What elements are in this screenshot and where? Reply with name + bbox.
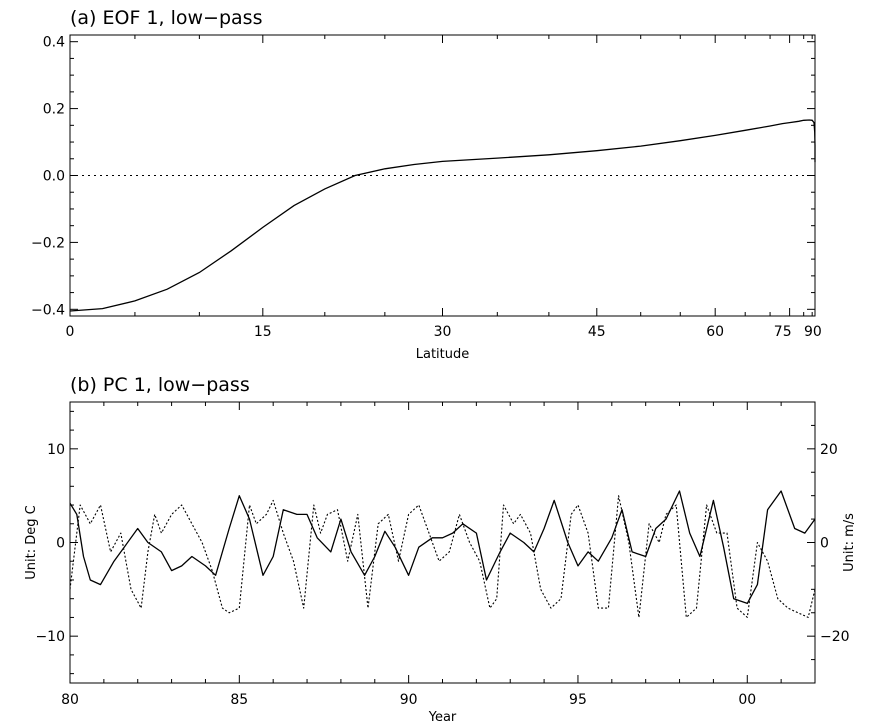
x-tick-label: 0 bbox=[66, 324, 75, 340]
chart-b-frame bbox=[69, 401, 816, 684]
chart-a-lines bbox=[69, 119, 816, 312]
y-tick-label: 10 bbox=[47, 442, 65, 458]
x-tick-label: 15 bbox=[254, 324, 272, 340]
y-right-tick-label: −20 bbox=[820, 629, 850, 645]
chart-a-title: (a) EOF 1, low−pass bbox=[70, 7, 262, 29]
chart-b-lines bbox=[69, 490, 816, 618]
chart-b-title: (b) PC 1, low−pass bbox=[70, 374, 250, 396]
x-tick-label: 85 bbox=[230, 692, 248, 708]
y-tick-label: −0.2 bbox=[31, 235, 65, 251]
chart-b-ticks: 80 85 90 95 00 −10 0 10 −20 0 20 bbox=[35, 402, 850, 708]
y-right-tick-label: 0 bbox=[820, 536, 829, 552]
chart-a-frame bbox=[69, 34, 816, 317]
x-tick-label: 00 bbox=[738, 692, 756, 708]
x-tick-label: 60 bbox=[706, 324, 724, 340]
eof1-line bbox=[69, 119, 816, 312]
y-tick-label: 0.2 bbox=[43, 102, 65, 118]
y-tick-label: 0.0 bbox=[43, 169, 65, 185]
pc1-dotted-line bbox=[69, 495, 816, 618]
y-tick-label: −10 bbox=[35, 629, 65, 645]
x-tick-label: 90 bbox=[400, 692, 418, 708]
chart-a-xlabel: Latitude bbox=[416, 347, 470, 362]
x-tick-label: 90 bbox=[804, 324, 822, 340]
y-tick-label: 0 bbox=[56, 536, 65, 552]
x-tick-label: 95 bbox=[569, 692, 587, 708]
y-tick-label: −0.4 bbox=[31, 302, 65, 318]
x-tick-label: 75 bbox=[774, 324, 792, 340]
x-tick-label: 45 bbox=[588, 324, 606, 340]
x-tick-label: 80 bbox=[61, 692, 79, 708]
chart-a-ticks: 0 15 30 45 60 75 90 −0.4 −0.2 0.0 0.2 0.4 bbox=[31, 35, 822, 340]
chart-eof1: (a) EOF 1, low−pass Latitude 0 15 30 45 60 75… bbox=[31, 7, 822, 362]
y-tick-label: 0.4 bbox=[43, 35, 65, 51]
chart-b-ylabel-right: Unit: m/s bbox=[842, 513, 857, 572]
chart-pc1: (b) PC 1, low−pass Year Unit: Deg C Unit… bbox=[24, 374, 857, 724]
x-tick-label: 30 bbox=[434, 324, 452, 340]
pc1-solid-line bbox=[69, 490, 816, 605]
chart-b-ylabel-left: Unit: Deg C bbox=[24, 505, 39, 579]
y-right-tick-label: 20 bbox=[820, 442, 838, 458]
chart-b-xlabel: Year bbox=[428, 710, 457, 724]
